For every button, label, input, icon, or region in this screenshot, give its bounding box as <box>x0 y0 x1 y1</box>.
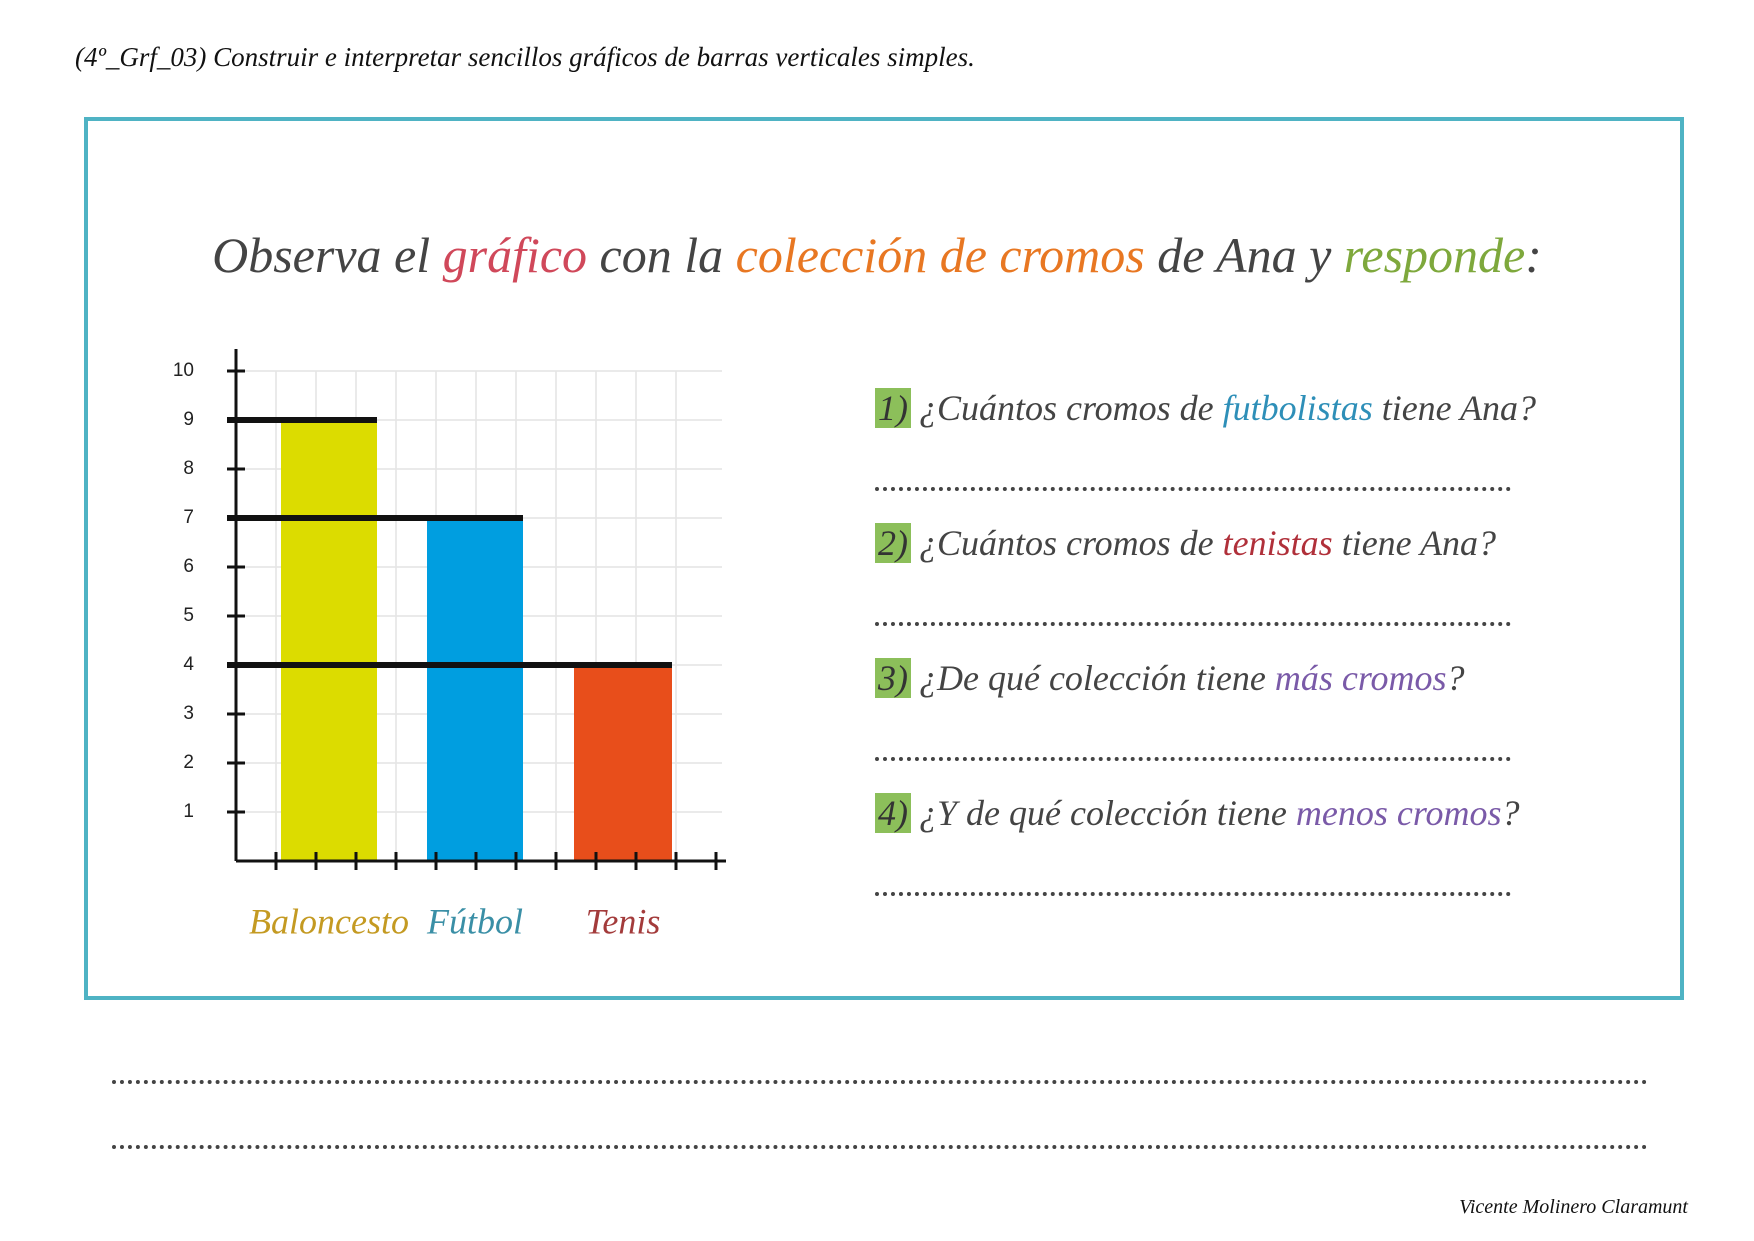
title-segment: : <box>1525 227 1542 283</box>
frame <box>84 117 1684 1000</box>
question-segment: ¿Cuántos cromos de <box>919 388 1223 428</box>
y-tick-label: 2 <box>183 752 194 773</box>
y-tick-label: 4 <box>183 654 194 675</box>
x-tick-label: Fútbol <box>426 901 523 941</box>
question: 4) ¿Y de qué colección tiene menos cromos… <box>875 792 1520 834</box>
question-segment: tenistas <box>1222 523 1333 563</box>
title: Observa el gráfico con la colección de c… <box>0 226 1754 284</box>
y-tick-label: 7 <box>183 507 194 528</box>
question-number: 2) <box>875 523 911 563</box>
answer-line <box>875 892 1511 896</box>
question-segment: ? <box>1501 793 1520 833</box>
question-segment: ¿Cuántos cromos de <box>919 523 1223 563</box>
title-segment: gráfico <box>442 227 588 283</box>
answer-line <box>875 487 1511 491</box>
y-tick-label: 9 <box>183 409 194 430</box>
bar <box>574 665 672 861</box>
question-number: 4) <box>875 793 911 833</box>
question-segment: ¿Y de qué colección tiene <box>919 793 1296 833</box>
answer-line <box>112 1080 1648 1084</box>
question-segment: futbolistas <box>1222 388 1373 428</box>
question-segment: ? <box>1446 658 1465 698</box>
question: 3) ¿De qué colección tiene más cromos? <box>875 657 1465 699</box>
question: 2) ¿Cuántos cromos de tenistas tiene Ana? <box>875 522 1496 564</box>
title-segment: responde <box>1343 227 1526 283</box>
y-tick-label: 6 <box>183 556 194 577</box>
title-segment: de Ana y <box>1144 227 1344 283</box>
x-tick-label: Baloncesto <box>249 901 409 941</box>
answer-line <box>875 622 1511 626</box>
question-segment: tiene Ana? <box>1372 388 1537 428</box>
author: Vicente Molinero Claramunt <box>1459 1196 1688 1218</box>
bar <box>281 420 377 861</box>
y-tick-label: 5 <box>183 605 194 626</box>
chart: 1 2 3 4 5 6 7 8 9 10 Baloncesto Fútbol Tenis <box>173 349 726 941</box>
question-segment: tiene Ana? <box>1332 523 1496 563</box>
header: (4º_Grf_03) Construir e interpretar senc… <box>75 42 975 72</box>
question: 1) ¿Cuántos cromos de futbolistas tiene A… <box>875 387 1536 429</box>
question-number: 1) <box>875 388 911 428</box>
title-segment: Observa el <box>212 227 443 283</box>
question-number: 3) <box>875 658 911 698</box>
question-segment: ¿De qué colección tiene <box>919 658 1275 698</box>
answer-line <box>112 1145 1648 1149</box>
y-tick-label: 8 <box>183 458 194 479</box>
y-tick-label: 3 <box>183 703 194 724</box>
y-tick-label: 1 <box>183 801 194 822</box>
title-segment: con la <box>587 227 736 283</box>
question-segment: más cromos <box>1274 658 1447 698</box>
bar <box>427 518 523 861</box>
question-segment: menos cromos <box>1295 793 1502 833</box>
title-segment: colección de cromos <box>735 227 1145 283</box>
x-tick-label: Tenis <box>586 901 661 941</box>
answer-line <box>875 757 1511 761</box>
y-tick-label: 10 <box>173 360 194 381</box>
